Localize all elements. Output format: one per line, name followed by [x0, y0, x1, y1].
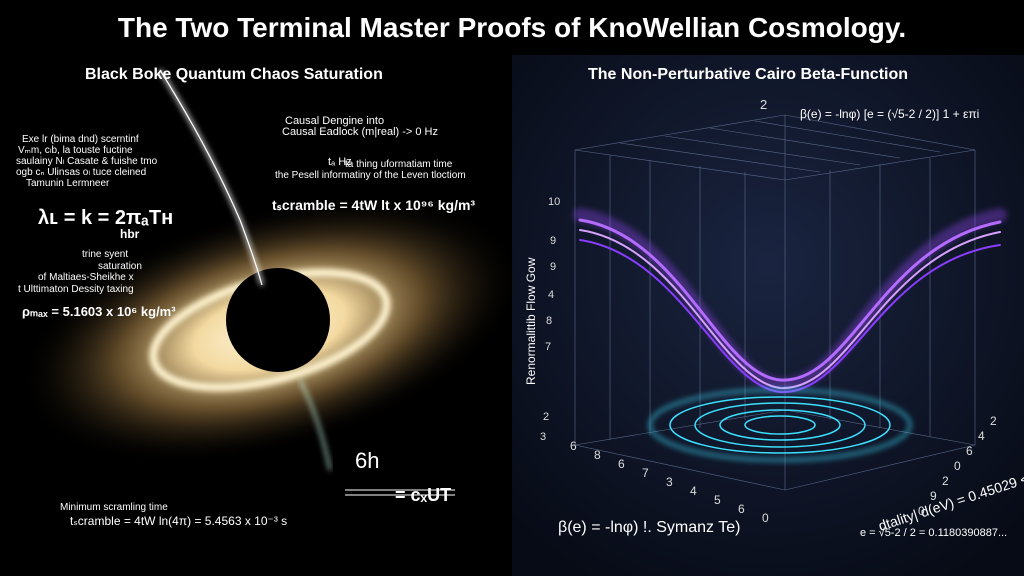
left-text: = cₓUT: [395, 485, 452, 505]
left-text: trine syent: [82, 249, 129, 260]
left-text: 6h: [355, 448, 380, 473]
left-text: Exe lr (bima dnd) scerntinf: [22, 134, 139, 145]
x-tick-label: 8: [594, 448, 601, 462]
left-title: Black Boke Quantum Chaos Saturation: [85, 66, 383, 83]
z-tick-label: 7: [545, 341, 552, 353]
y-tick-label: 9: [930, 489, 937, 503]
left-text: Causal Dengine into: [285, 115, 385, 127]
left-text: ogb cₙ Ulinsas oₗ tuce cleined: [16, 167, 147, 178]
x-tick-label: 6: [738, 502, 745, 516]
left-text: tₐ Hz: [328, 156, 352, 168]
left-text: saulainy Nₗ Casate & fuishe tmo: [16, 156, 158, 167]
z-tick-label: 9: [550, 261, 557, 273]
y-tick-label: 2: [990, 414, 997, 428]
z-tick-label: 10: [548, 196, 561, 208]
formula-bottom: β(e) = -lnφ) !. Symanz Te): [558, 519, 741, 536]
formula-top: β(e) = -lnφ) [e = (√5-2 / 2)] 1 + επi: [800, 107, 980, 121]
rings: [649, 389, 911, 461]
x-tick-label: 0: [762, 511, 769, 525]
y-tick-label: 4: [978, 429, 985, 443]
x-tick-label: 4: [690, 484, 697, 498]
y-tick-label: 2: [942, 474, 949, 488]
left-text: Minimum scramling time: [60, 502, 168, 513]
left-text: the Pesell informatiny of the Leven tloc…: [275, 170, 466, 181]
beta-curve: [573, 208, 1007, 394]
x-tick-label: 3: [666, 475, 673, 489]
left-text: λʟ = k = 2πₐTʜ: [38, 207, 174, 229]
x-tick-label: 6: [570, 439, 577, 453]
left-text: Vₘm, cₗb, la touste fuctine: [18, 145, 133, 156]
black-hole: [226, 268, 330, 372]
jet-core: [159, 69, 263, 286]
left-text: Tamunin Lermneer: [26, 178, 110, 189]
y-tick-label: 0: [954, 459, 961, 473]
left-text: tₛcramble = 4tW lt x 10⁹⁶ kg/m³: [272, 197, 476, 213]
left-text: of Maltiaes-Sheikhe x: [38, 272, 134, 283]
z-tick-label: 2: [543, 411, 550, 423]
z-tick-label: 8: [546, 315, 553, 327]
left-text: saturation: [98, 261, 142, 272]
value: e = √5-2 / 2 = 0.1180390887...: [860, 527, 1008, 539]
left-text: Causal Eadlock (m|real) -> 0 Hz: [282, 126, 438, 138]
x-tick-label: 5: [714, 493, 721, 507]
right-title: The Non-Perturbative Cairo Beta-Function: [588, 66, 909, 83]
y-tick-label: 0: [918, 504, 925, 518]
z-tick-label: 4: [548, 289, 555, 301]
left-text: ρₘₐₓ = 5.1603 x 10⁶ kg/m³: [22, 304, 176, 319]
x-tick-label: 7: [642, 466, 649, 480]
left-text: tₛcramble = 4tW ln(4π) = 5.4563 x 10⁻³ s: [70, 514, 288, 528]
y-tick-label: 6: [966, 444, 973, 458]
fraction-bar: [345, 489, 455, 496]
left-text: hbr: [120, 227, 140, 241]
z-tick-label: 9: [550, 235, 557, 247]
main-title: The Two Terminal Master Proofs of KnoWel…: [117, 12, 907, 43]
x-tick-label: 6: [618, 457, 625, 471]
axis-label: Renormalittib Flow Gow: [524, 257, 538, 385]
top-tick: 2: [760, 97, 768, 112]
z-tick-label: 3: [540, 431, 547, 443]
left-text: t Ulttimaton Dessity taxing: [18, 284, 134, 295]
lower-jet: [299, 379, 331, 471]
right-panel: [512, 55, 1024, 576]
left-text: ta thing uformatiam time: [345, 159, 453, 170]
